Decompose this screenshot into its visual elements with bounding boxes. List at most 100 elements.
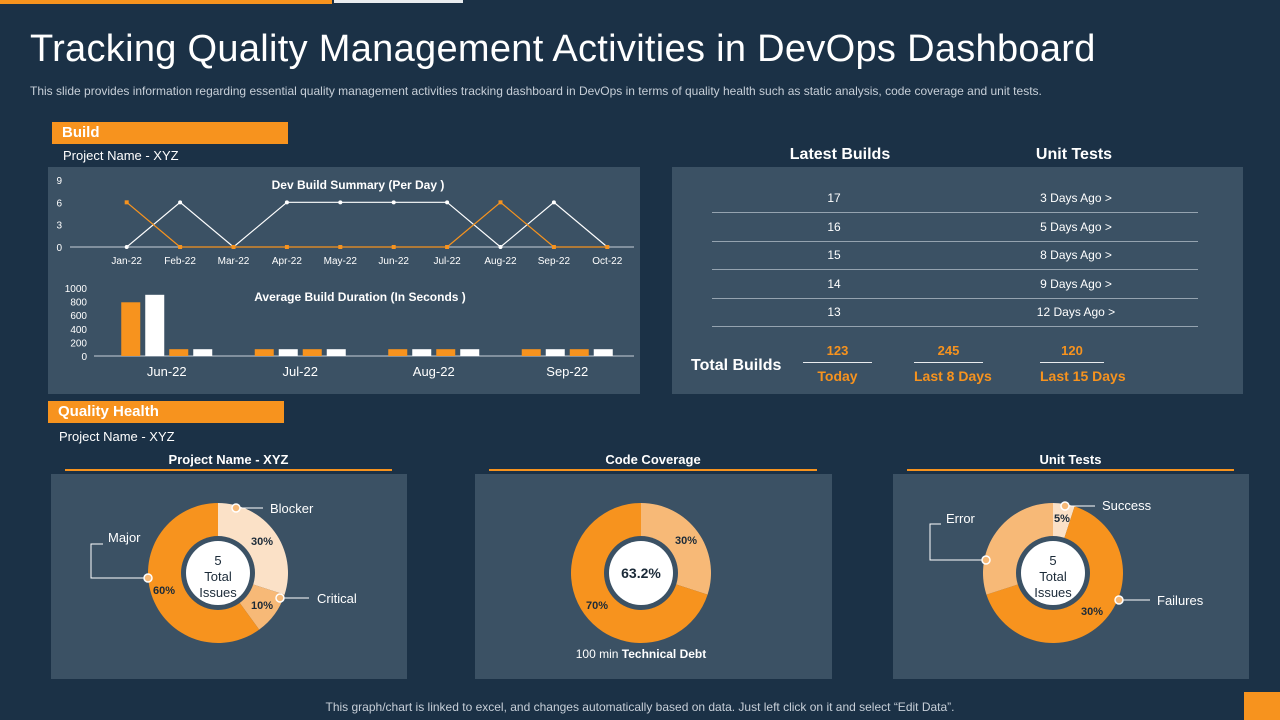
donut-center xyxy=(609,541,673,605)
donut-title-code-coverage: Code Coverage xyxy=(489,452,817,471)
stat-today-value: 123 xyxy=(803,343,872,363)
callout-dot xyxy=(1060,501,1070,511)
bar-y-tick-label: 400 xyxy=(70,325,87,336)
bar xyxy=(436,349,456,356)
code-coverage-donut-panel: 30% 70% 63.2% 100 min Technical Debt xyxy=(475,474,832,679)
bar xyxy=(521,349,541,356)
build-number: 16 xyxy=(827,219,841,234)
bar-category-label: Sep-22 xyxy=(546,364,588,379)
callout-dot xyxy=(231,503,241,513)
donut-slice xyxy=(571,503,708,643)
line-x-tick-label: May-22 xyxy=(324,256,358,267)
donut-caption: 100 min Technical Debt xyxy=(576,647,707,661)
footer-note: This graph/chart is linked to excel, and… xyxy=(325,700,955,714)
stat-last-15-days-value: 120 xyxy=(1040,343,1104,363)
stat-last-8-days-label: Last 8 Days xyxy=(914,368,992,384)
build-row[interactable]: 15 8 Days Ago > xyxy=(712,241,1198,270)
line-x-tick-label: Apr-22 xyxy=(272,256,302,267)
line-point xyxy=(124,245,129,249)
line-x-tick-label: Oct-22 xyxy=(592,256,622,267)
line-point xyxy=(178,200,183,205)
callout-dot xyxy=(1114,595,1124,605)
bar xyxy=(326,349,346,356)
donut-center-text: Total xyxy=(204,569,232,584)
stat-today-label: Today xyxy=(817,368,858,384)
build-project-label: Project Name - XYZ xyxy=(63,148,179,163)
donut-center-text: Issues xyxy=(199,585,237,600)
callout-dot xyxy=(275,593,285,603)
bar-y-tick-label: 0 xyxy=(81,352,87,363)
line-point xyxy=(391,200,396,205)
donut-percent-label: 60% xyxy=(153,585,175,597)
line-y-tick-label: 9 xyxy=(56,176,62,187)
bar-chart-title: Average Build Duration (In Seconds ) xyxy=(254,290,466,304)
total-builds-label: Total Builds xyxy=(691,357,782,374)
donut-center-text: 5 xyxy=(1049,553,1056,568)
build-number: 15 xyxy=(827,248,841,262)
build-number: 13 xyxy=(827,305,841,319)
line-x-tick-label: Aug-22 xyxy=(484,256,517,267)
callout-label: Success xyxy=(1102,498,1152,513)
line-x-tick-label: Sep-22 xyxy=(538,256,571,267)
callout-label: Failures xyxy=(1157,593,1204,608)
line-point xyxy=(551,200,556,205)
bar xyxy=(169,349,189,356)
donut-slice xyxy=(218,503,288,595)
bar xyxy=(145,294,165,356)
build-age-link[interactable]: 12 Days Ago > xyxy=(1036,305,1116,319)
build-row[interactable]: 13 12 Days Ago > xyxy=(712,298,1198,327)
line-point xyxy=(391,245,396,249)
build-number: 17 xyxy=(827,191,841,205)
line-x-tick-label: Feb-22 xyxy=(164,256,196,267)
bar-category-label: Jul-22 xyxy=(283,364,318,379)
bar xyxy=(460,349,480,356)
callout-dot xyxy=(143,573,153,583)
build-age-link[interactable]: 8 Days Ago > xyxy=(1040,248,1112,262)
bar xyxy=(593,349,613,356)
build-row[interactable]: 16 5 Days Ago > xyxy=(712,213,1198,242)
quality-health-section-tab: Quality Health xyxy=(48,401,284,423)
callout-dot xyxy=(981,555,991,565)
line-x-tick-label: Jan-22 xyxy=(111,256,142,267)
bar xyxy=(302,349,322,356)
callout-line xyxy=(90,543,148,579)
stat-last-15-days-label: Last 15 Days xyxy=(1040,368,1126,384)
bar xyxy=(412,349,432,356)
line-point xyxy=(551,245,556,249)
caption-text: Technical Debt xyxy=(622,647,706,661)
bar xyxy=(569,349,589,356)
line-point xyxy=(445,245,450,249)
build-age-link[interactable]: 9 Days Ago > xyxy=(1040,276,1112,291)
callout-label: Error xyxy=(946,511,976,526)
donut-slice xyxy=(986,506,1123,643)
bar-y-tick-label: 200 xyxy=(70,338,87,349)
stat-last-15-days: 120 Last 15 Days xyxy=(1040,343,1126,384)
build-row[interactable]: 17 3 Days Ago > xyxy=(712,184,1198,213)
donut-title-project: Project Name - XYZ xyxy=(65,452,392,471)
latest-builds-header: Latest Builds xyxy=(789,146,891,163)
build-number: 14 xyxy=(827,276,841,291)
build-age-link[interactable]: 5 Days Ago > xyxy=(1040,219,1112,234)
build-row[interactable]: 14 9 Days Ago > xyxy=(712,270,1198,299)
donut-center-text: Total xyxy=(1039,569,1067,584)
caption-number: 100 min xyxy=(576,647,622,661)
donut-center-text: 5 xyxy=(214,553,221,568)
line-point xyxy=(445,200,450,205)
bar-y-tick-label: 1000 xyxy=(65,284,88,295)
build-section-tab: Build xyxy=(52,122,288,144)
bar xyxy=(545,349,565,356)
code-coverage-donut-svg: 30% 70% 63.2% 100 min Technical Debt xyxy=(571,503,711,661)
line-point xyxy=(605,245,610,249)
donut-percent-label: 5% xyxy=(1054,513,1070,525)
bar xyxy=(254,349,274,356)
donut-slice xyxy=(641,503,711,595)
bar xyxy=(193,349,213,356)
donut-percent-label: 70% xyxy=(586,600,608,612)
page-subtitle: This slide provides information regardin… xyxy=(30,84,1042,98)
line-point xyxy=(338,200,343,205)
build-age-link[interactable]: 3 Days Ago > xyxy=(1040,191,1112,205)
donut-percent-label: 30% xyxy=(675,535,697,547)
line-point xyxy=(498,245,503,249)
